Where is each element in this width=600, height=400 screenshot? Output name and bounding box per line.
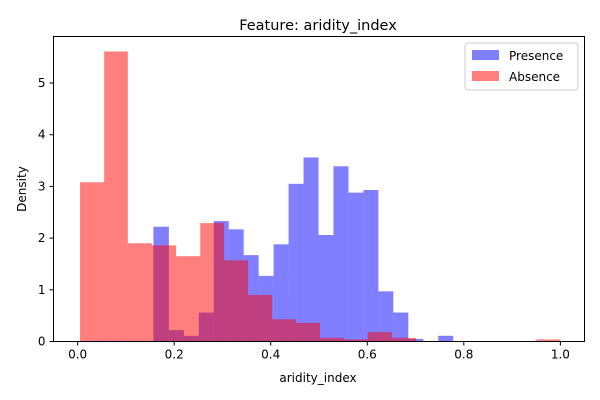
bar-presence-18 bbox=[438, 335, 454, 342]
x-tick-label: 1.0 bbox=[551, 348, 570, 362]
bar-absence-14 bbox=[536, 339, 561, 342]
y-axis-ticks: 0 1 2 3 4 5 bbox=[38, 76, 54, 349]
legend-swatch-absence bbox=[472, 71, 499, 81]
legend: Presence Absence bbox=[464, 42, 579, 91]
x-axis-ticks: 0.0 0.2 0.4 0.6 0.8 1.0 bbox=[68, 341, 570, 362]
legend-label-absence: Absence bbox=[509, 70, 560, 84]
x-tick-label: 0.6 bbox=[358, 348, 377, 362]
y-tick-label: 1 bbox=[38, 283, 46, 297]
bar-absence-0 bbox=[80, 182, 105, 342]
bar-absence-12 bbox=[367, 332, 392, 342]
bar-absence-6 bbox=[223, 260, 249, 342]
x-tick-label: 0.2 bbox=[165, 348, 184, 362]
legend-swatch-presence bbox=[472, 50, 499, 60]
bar-absence-9 bbox=[295, 322, 320, 342]
chart-title: Feature: aridity_index bbox=[239, 18, 397, 34]
bar-absence-4 bbox=[176, 256, 201, 342]
x-axis-label: aridity_index bbox=[279, 371, 356, 385]
bar-absence-10 bbox=[319, 337, 345, 342]
bar-presence-10 bbox=[303, 157, 319, 342]
bar-presence-14 bbox=[363, 190, 379, 342]
y-axis-label: Density bbox=[15, 166, 29, 212]
x-tick-label: 0.0 bbox=[68, 348, 87, 362]
bar-absence-1 bbox=[104, 51, 128, 342]
bar-absence-13 bbox=[391, 337, 417, 342]
bar-presence-16 bbox=[393, 312, 409, 342]
bar-presence-15 bbox=[378, 291, 394, 342]
x-tick-label: 0.8 bbox=[454, 348, 473, 362]
bar-absence-5 bbox=[200, 223, 224, 342]
bar-absence-3 bbox=[151, 245, 177, 342]
bar-presence-8 bbox=[273, 244, 289, 342]
histogram-bars bbox=[80, 51, 561, 342]
bar-presence-13 bbox=[348, 192, 364, 342]
legend-label-presence: Presence bbox=[509, 49, 563, 63]
bar-absence-11 bbox=[344, 339, 368, 342]
bar-presence-9 bbox=[288, 183, 304, 342]
y-tick-label: 5 bbox=[38, 76, 46, 90]
plot-frame bbox=[53, 36, 585, 342]
y-tick-label: 2 bbox=[38, 231, 46, 245]
y-tick-label: 4 bbox=[38, 128, 46, 142]
x-tick-label: 0.4 bbox=[261, 348, 280, 362]
bar-absence-8 bbox=[272, 319, 296, 342]
y-tick-label: 3 bbox=[38, 179, 46, 193]
y-tick-label: 0 bbox=[38, 335, 46, 349]
bar-presence-12 bbox=[333, 166, 349, 342]
bar-presence-11 bbox=[318, 235, 334, 342]
bar-absence-2 bbox=[127, 243, 152, 342]
bar-absence-7 bbox=[248, 294, 273, 342]
